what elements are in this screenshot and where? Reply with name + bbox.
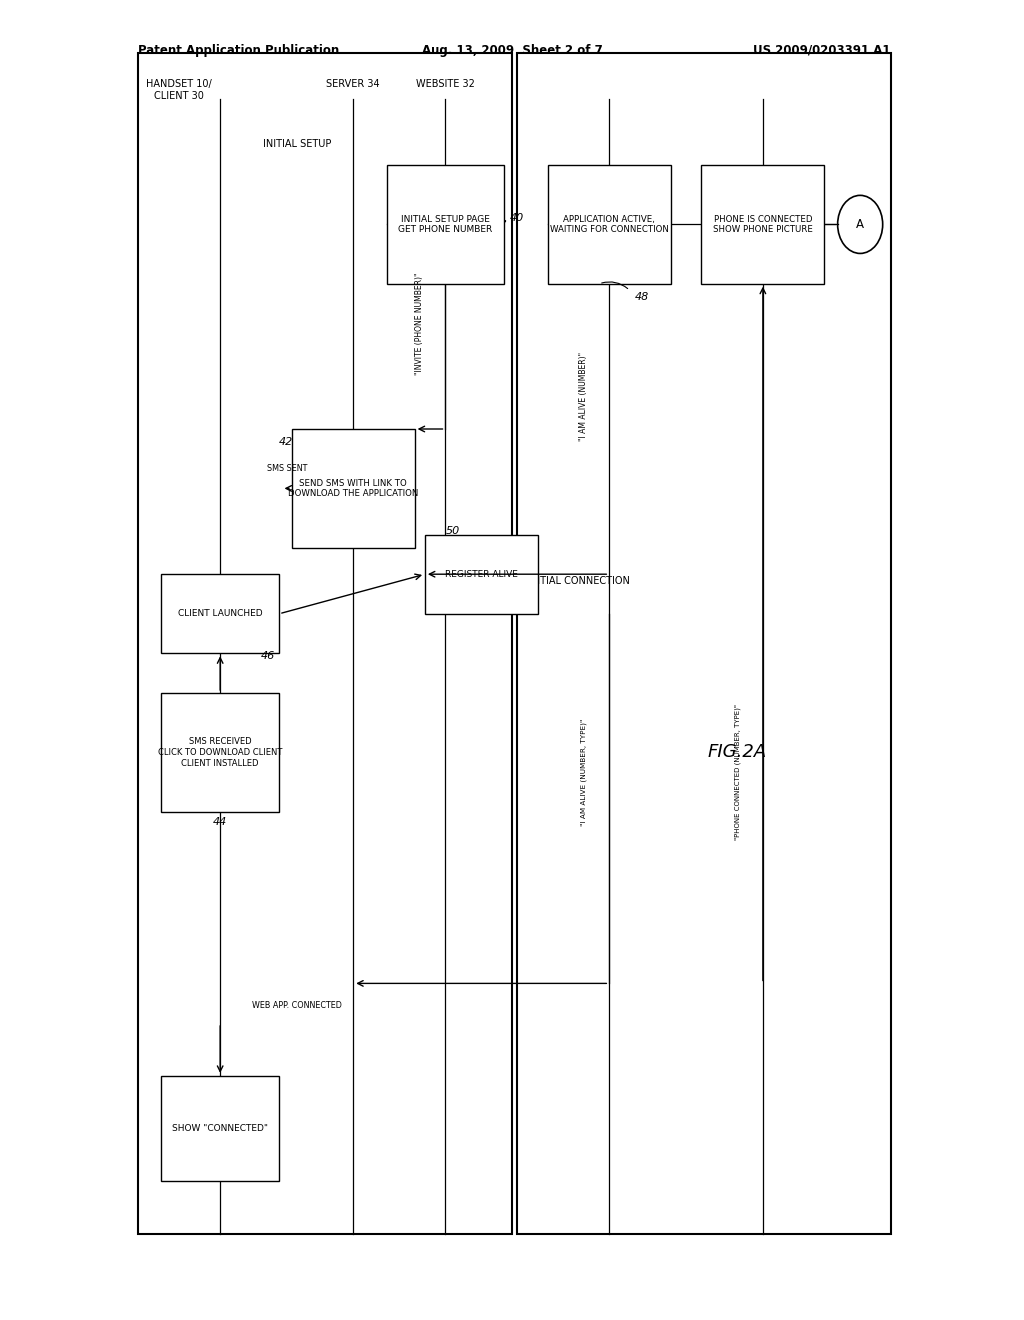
Text: CLIENT LAUNCHED: CLIENT LAUNCHED bbox=[178, 610, 262, 618]
Text: 50: 50 bbox=[445, 525, 460, 536]
Text: US 2009/0203391 A1: US 2009/0203391 A1 bbox=[754, 44, 891, 57]
Text: 42: 42 bbox=[279, 437, 293, 447]
Text: WEB APP. CONNECTED: WEB APP. CONNECTED bbox=[252, 1002, 342, 1010]
Bar bbox=[425, 535, 538, 614]
Text: 40: 40 bbox=[510, 213, 524, 223]
Text: 44: 44 bbox=[213, 817, 227, 828]
Text: 48: 48 bbox=[635, 292, 649, 302]
Text: "PHONE CONNECTED (NUMBER, TYPE)": "PHONE CONNECTED (NUMBER, TYPE)" bbox=[734, 704, 740, 841]
Text: APPLICATION ACTIVE,
WAITING FOR CONNECTION: APPLICATION ACTIVE, WAITING FOR CONNECTI… bbox=[550, 215, 669, 234]
Text: PHONE IS CONNECTED
SHOW PHONE PICTURE: PHONE IS CONNECTED SHOW PHONE PICTURE bbox=[713, 215, 813, 234]
Text: Aug. 13, 2009  Sheet 2 of 7: Aug. 13, 2009 Sheet 2 of 7 bbox=[422, 44, 602, 57]
Text: Patent Application Publication: Patent Application Publication bbox=[138, 44, 340, 57]
Text: "I AM ALIVE (NUMBER)": "I AM ALIVE (NUMBER)" bbox=[580, 351, 588, 441]
Text: WEBSITE 32: WEBSITE 32 bbox=[416, 79, 475, 90]
Bar bbox=[162, 1076, 279, 1181]
Bar bbox=[387, 165, 504, 284]
Bar bbox=[162, 693, 279, 812]
Text: 46: 46 bbox=[261, 651, 275, 661]
Text: INITIAL CONNECTION: INITIAL CONNECTION bbox=[527, 576, 630, 586]
Text: FIG.2A: FIG.2A bbox=[708, 743, 767, 762]
Bar bbox=[517, 53, 891, 1234]
Bar bbox=[138, 53, 512, 1234]
Text: REGISTER ALIVE: REGISTER ALIVE bbox=[444, 570, 518, 578]
Text: "INVITE (PHONE NUMBER)": "INVITE (PHONE NUMBER)" bbox=[416, 272, 424, 375]
Text: SEND SMS WITH LINK TO
DOWNLOAD THE APPLICATION: SEND SMS WITH LINK TO DOWNLOAD THE APPLI… bbox=[288, 479, 419, 498]
Text: A: A bbox=[856, 218, 864, 231]
Bar bbox=[162, 574, 279, 653]
Bar bbox=[548, 165, 671, 284]
Bar bbox=[701, 165, 824, 284]
Text: SMS SENT: SMS SENT bbox=[266, 463, 307, 473]
Text: "I AM ALIVE (NUMBER, TYPE)": "I AM ALIVE (NUMBER, TYPE)" bbox=[581, 718, 587, 826]
Text: INITIAL SETUP PAGE
GET PHONE NUMBER: INITIAL SETUP PAGE GET PHONE NUMBER bbox=[398, 215, 493, 234]
Text: SERVER 34: SERVER 34 bbox=[327, 79, 380, 90]
Text: INITIAL SETUP: INITIAL SETUP bbox=[263, 139, 331, 149]
Text: HANDSET 10/
CLIENT 30: HANDSET 10/ CLIENT 30 bbox=[146, 79, 212, 100]
Text: SMS RECEIVED
CLICK TO DOWNLOAD CLIENT
CLIENT INSTALLED: SMS RECEIVED CLICK TO DOWNLOAD CLIENT CL… bbox=[158, 737, 283, 768]
Bar bbox=[292, 429, 415, 548]
Text: SHOW "CONNECTED": SHOW "CONNECTED" bbox=[172, 1125, 268, 1133]
